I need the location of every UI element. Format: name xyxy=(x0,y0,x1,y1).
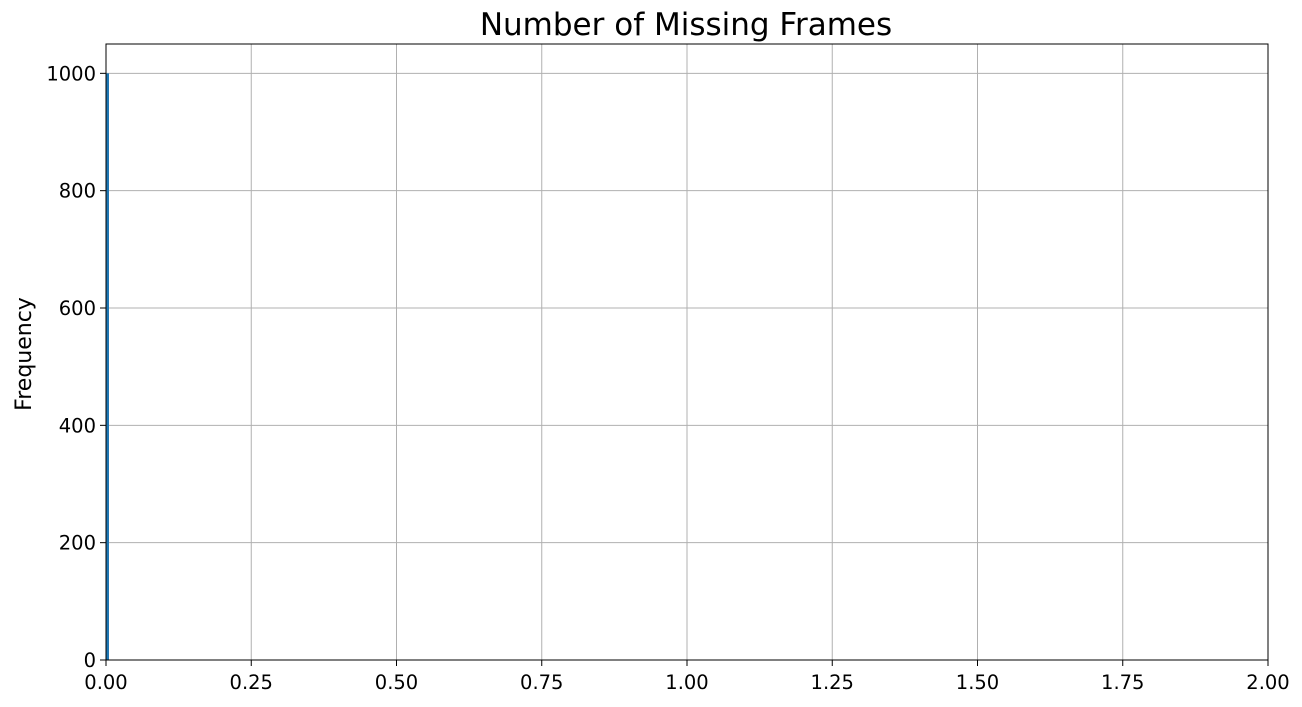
bars-group xyxy=(106,73,109,661)
x-tick-label: 0.75 xyxy=(520,671,563,694)
x-tick-label: 1.75 xyxy=(1101,671,1144,694)
grid-lines xyxy=(105,44,1269,661)
y-tick-label: 600 xyxy=(59,297,96,320)
y-tick-label: 800 xyxy=(59,180,96,203)
x-tick-label: 0.25 xyxy=(230,671,273,694)
x-tick-label: 1.25 xyxy=(811,671,854,694)
y-axis-ticks: 0 200 400 600 800 1000 xyxy=(46,62,106,672)
y-tick-label: 400 xyxy=(59,414,96,437)
y-tick-label: 1000 xyxy=(46,62,96,85)
x-axis-ticks: 0.00 0.25 0.50 0.75 1.00 1.25 1.50 1.75 2.00 xyxy=(84,660,1290,694)
x-tick-label: 0.00 xyxy=(84,671,127,694)
x-tick-label: 2.00 xyxy=(1246,671,1289,694)
y-axis-label: Frequency xyxy=(12,297,37,411)
x-tick-label: 0.50 xyxy=(375,671,418,694)
x-tick-label: 1.50 xyxy=(956,671,999,694)
chart-title: Number of Missing Frames xyxy=(480,7,892,43)
x-tick-label: 1.00 xyxy=(665,671,708,694)
histogram-bar xyxy=(106,73,109,661)
y-tick-label: 200 xyxy=(59,532,96,555)
y-tick-label: 0 xyxy=(84,649,96,672)
